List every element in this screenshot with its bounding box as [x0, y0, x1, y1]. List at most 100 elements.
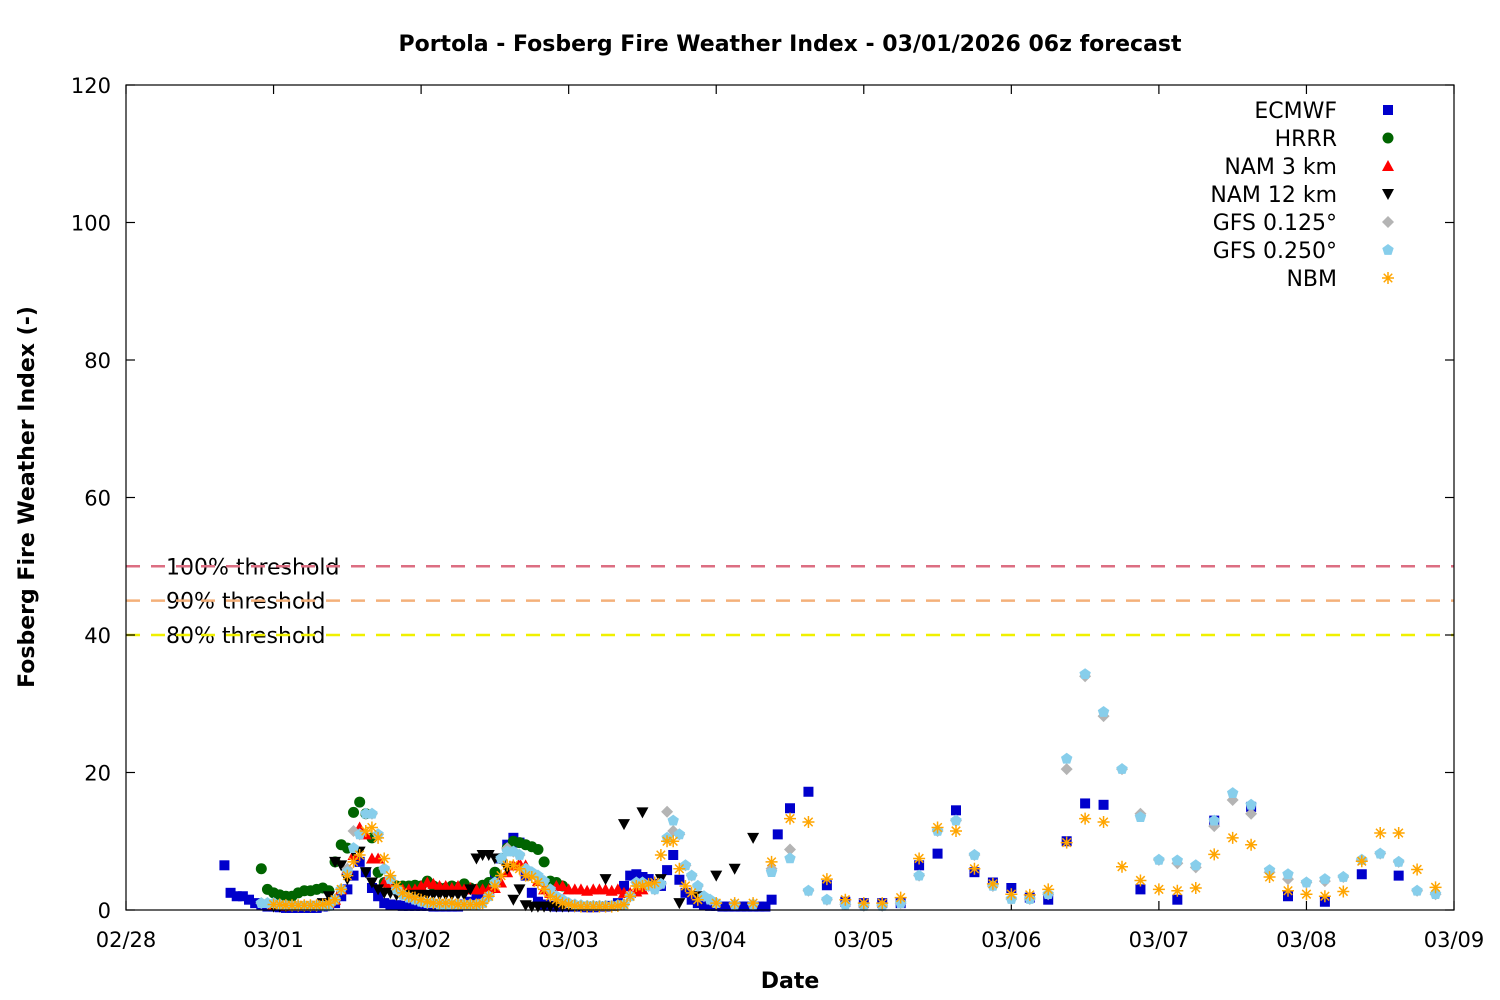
data-point: [1263, 864, 1276, 875]
data-point: [219, 860, 230, 871]
legend-label: ECMWF: [1254, 99, 1337, 124]
threshold-label: 100% threshold: [166, 555, 340, 580]
data-point: [593, 900, 606, 913]
threshold-lines: 100% threshold 90% threshold 80% threshold: [126, 555, 1454, 649]
data-point: [667, 835, 680, 848]
data-point: [772, 829, 783, 840]
data-point: [452, 879, 464, 891]
data-point: [385, 899, 396, 910]
data-point: [348, 806, 360, 818]
data-point: [1079, 812, 1092, 825]
data-point: [354, 856, 365, 867]
data-point: [765, 866, 778, 877]
legend-marker-pentagon-icon: [1382, 244, 1394, 255]
data-point: [728, 897, 741, 910]
y-tick-label: 0: [98, 899, 111, 923]
data-point: [507, 859, 520, 872]
data-point: [322, 891, 335, 903]
data-point: [760, 901, 771, 912]
data-point: [550, 893, 563, 906]
data-point: [710, 870, 723, 882]
data-point: [710, 897, 723, 910]
axis-ticks: 02/28 03/01 03/02 03/03 03/04 03/05 03/06 03/07…: [71, 74, 1484, 952]
data-point: [525, 871, 538, 883]
series-nbm: [267, 812, 1442, 913]
legend-marker-square-icon: [1383, 105, 1393, 115]
data-point: [624, 890, 637, 903]
data-point: [1134, 811, 1147, 822]
data-point: [968, 862, 981, 875]
data-point: [365, 821, 378, 834]
data-point: [1319, 873, 1331, 884]
data-point: [433, 897, 446, 910]
data-point: [1060, 763, 1073, 776]
data-point: [1061, 752, 1073, 764]
data-point: [802, 884, 815, 896]
x-tick-label: 03/09: [1424, 928, 1485, 952]
data-point: [1282, 868, 1294, 880]
legend-marker-triangle-down-icon: [1382, 189, 1394, 200]
data-point: [1429, 881, 1442, 894]
data-point: [335, 883, 348, 896]
data-point: [384, 869, 397, 882]
data-point: [1005, 888, 1018, 901]
data-point: [674, 874, 685, 885]
data-point: [464, 884, 477, 896]
data-point: [1245, 798, 1257, 810]
data-point: [1245, 807, 1258, 820]
data-point: [1153, 853, 1165, 865]
data-point: [336, 891, 347, 902]
data-point: [501, 859, 514, 872]
data-point: [544, 890, 557, 903]
data-point: [648, 876, 661, 889]
threshold-label: 80% threshold: [166, 624, 326, 649]
data-point: [574, 900, 587, 913]
x-tick-label: 03/05: [834, 928, 895, 952]
data-point: [464, 898, 477, 911]
data-point: [605, 900, 618, 913]
plot-frame: [125, 84, 1455, 911]
data-point: [581, 900, 594, 913]
data-point: [692, 879, 704, 891]
threshold-label: 90% threshold: [166, 590, 326, 615]
data-point: [1355, 855, 1368, 868]
data-point: [335, 860, 348, 872]
x-tick-label: 03/07: [1129, 928, 1190, 952]
data-point: [803, 786, 814, 797]
data-point: [636, 879, 649, 892]
data-point: [402, 890, 415, 903]
data-point: [379, 898, 390, 909]
data-point: [471, 892, 482, 903]
y-tick-label: 20: [84, 762, 111, 786]
data-point: [667, 814, 679, 826]
data-point: [1098, 799, 1109, 810]
data-point: [378, 862, 390, 874]
data-point: [1079, 668, 1091, 679]
data-point: [410, 900, 421, 911]
data-point: [495, 869, 508, 882]
data-point: [538, 883, 551, 896]
data-point: [685, 886, 698, 899]
data-point: [661, 835, 674, 848]
data-point: [298, 899, 311, 912]
data-point: [1006, 883, 1017, 893]
legend-label: NAM 12 km: [1210, 183, 1337, 208]
data-point: [391, 900, 402, 911]
data-point: [1411, 863, 1424, 876]
data-point: [932, 848, 943, 859]
data-point: [1300, 876, 1313, 888]
data-point: [1042, 883, 1055, 896]
data-point: [532, 844, 544, 855]
data-point: [415, 893, 428, 906]
data-point: [231, 891, 242, 902]
data-point: [1171, 854, 1183, 866]
legend-label: HRRR: [1275, 127, 1337, 152]
data-point: [519, 869, 532, 882]
data-point: [1393, 870, 1404, 881]
data-point: [1374, 827, 1387, 839]
data-point: [470, 898, 483, 911]
data-point: [1356, 869, 1367, 880]
data-point: [1060, 836, 1073, 849]
y-tick-label: 60: [84, 487, 111, 511]
data-point: [735, 901, 746, 912]
